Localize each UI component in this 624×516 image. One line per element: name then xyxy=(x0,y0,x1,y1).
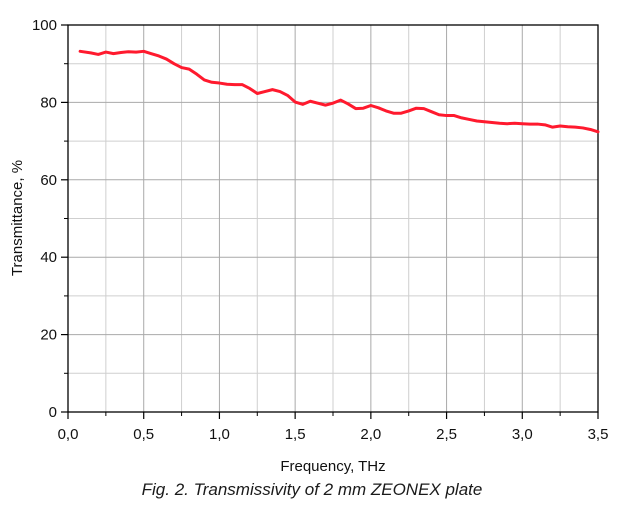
y-tick-label: 20 xyxy=(40,327,57,344)
data-point xyxy=(134,50,138,54)
data-point xyxy=(589,128,592,131)
data-point xyxy=(521,122,524,125)
data-point xyxy=(78,50,82,53)
data-point xyxy=(498,122,501,125)
line-chart: 0,0 0,5 1,0 1,5 2,0 2,5 3,0 3,5 0 20 40 60 80 100 Fr… xyxy=(9,17,609,475)
data-point xyxy=(339,98,342,102)
data-point xyxy=(301,103,304,106)
data-point xyxy=(407,109,410,113)
y-axis-label: Transmittance, % xyxy=(9,160,26,276)
data-point xyxy=(248,87,251,90)
data-point xyxy=(278,90,282,93)
data-point xyxy=(430,110,433,113)
series-group xyxy=(78,49,600,134)
data-point xyxy=(551,125,554,129)
x-tick-label: 2,5 xyxy=(436,426,457,443)
data-point xyxy=(180,66,183,69)
data-point xyxy=(263,90,267,93)
data-point xyxy=(490,121,494,124)
data-point xyxy=(104,50,108,54)
figure-caption: Fig. 2. Transmissivity of 2 mm ZEONEX pl… xyxy=(141,480,483,499)
data-point xyxy=(437,113,441,116)
data-point xyxy=(331,101,335,105)
data-point xyxy=(286,94,289,97)
data-point xyxy=(309,100,312,103)
grid-minor xyxy=(68,25,598,412)
x-tick-label: 1,0 xyxy=(209,426,230,443)
data-point xyxy=(354,107,357,110)
x-axis-label: Frequency, THz xyxy=(280,458,385,475)
data-point xyxy=(536,122,539,126)
data-point xyxy=(377,106,380,110)
x-tick-label: 3,0 xyxy=(512,426,533,443)
data-point xyxy=(543,123,547,127)
data-point xyxy=(256,92,259,95)
y-tick-label: 100 xyxy=(32,17,57,34)
data-point xyxy=(293,100,297,104)
data-point xyxy=(369,104,373,107)
data-point xyxy=(187,67,191,71)
data-point xyxy=(218,81,221,85)
data-point xyxy=(324,103,327,107)
y-tick-label: 80 xyxy=(40,94,57,111)
data-point xyxy=(392,112,395,115)
x-tick-label: 0,5 xyxy=(133,426,154,443)
data-point xyxy=(210,81,214,84)
data-point xyxy=(195,72,198,76)
data-point xyxy=(271,88,274,91)
data-point xyxy=(415,107,418,110)
data-point xyxy=(362,107,365,110)
data-point xyxy=(475,119,479,123)
data-point xyxy=(399,112,403,115)
data-point xyxy=(142,50,145,53)
data-point xyxy=(384,109,388,113)
data-point xyxy=(566,125,569,128)
x-tick-label: 0,0 xyxy=(58,426,79,443)
data-point xyxy=(558,124,562,128)
data-point xyxy=(505,122,509,125)
data-point xyxy=(240,83,244,86)
data-point xyxy=(528,122,532,126)
data-point xyxy=(203,78,206,82)
x-axis-tick-labels: 0,0 0,5 1,0 1,5 2,0 2,5 3,0 3,5 xyxy=(58,426,609,443)
data-point xyxy=(119,51,123,54)
data-point xyxy=(316,101,320,105)
x-tick-label: 2,0 xyxy=(360,426,381,443)
y-tick-label: 0 xyxy=(49,404,57,421)
data-point xyxy=(468,118,471,121)
data-point xyxy=(513,122,516,125)
data-point xyxy=(460,116,463,120)
data-point xyxy=(112,52,115,55)
x-tick-label: 1,5 xyxy=(285,426,306,443)
data-point xyxy=(483,120,486,123)
data-point xyxy=(97,53,100,56)
y-tick-label: 40 xyxy=(40,249,57,266)
data-point xyxy=(452,114,456,117)
data-point xyxy=(445,114,448,117)
data-point xyxy=(150,52,153,55)
axis-ticks xyxy=(61,24,599,419)
data-point xyxy=(596,130,600,134)
data-point xyxy=(574,125,577,129)
y-tick-label: 60 xyxy=(40,172,57,189)
data-point xyxy=(165,57,168,61)
data-point xyxy=(225,83,229,86)
data-point xyxy=(157,54,161,58)
data-point xyxy=(346,102,350,106)
data-point xyxy=(172,62,176,65)
data-point xyxy=(233,83,236,86)
y-axis-tick-labels: 0 20 40 60 80 100 xyxy=(32,17,57,421)
data-point xyxy=(89,51,92,55)
data-point xyxy=(581,126,585,130)
x-tick-label: 3,5 xyxy=(588,426,609,443)
data-point xyxy=(422,107,426,110)
data-point xyxy=(127,50,130,53)
